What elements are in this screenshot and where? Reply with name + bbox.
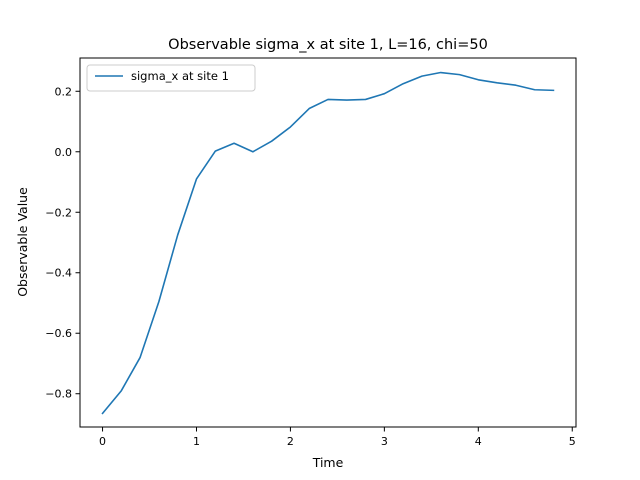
y-tick-label-3: −0.2 [45, 206, 72, 219]
legend-label-0: sigma_x at site 1 [131, 69, 229, 83]
y-tick-label-1: −0.6 [45, 327, 72, 340]
series-line-0 [101, 71, 555, 415]
x-tick-label-2: 2 [287, 435, 294, 448]
x-tick-label-4: 4 [475, 435, 482, 448]
x-tick-label-3: 3 [381, 435, 388, 448]
x-tick-label-0: 0 [99, 435, 106, 448]
y-axis-label: Observable Value [15, 187, 30, 297]
x-axis-label: Time [312, 455, 344, 470]
chart-title: Observable sigma_x at site 1, L=16, chi=… [168, 37, 488, 53]
x-tick-label-5: 5 [569, 435, 576, 448]
legend-box [86, 64, 256, 92]
plot-frame [79, 57, 577, 428]
y-tick-label-2: −0.4 [45, 267, 72, 280]
legend: sigma_x at site 1 [86, 64, 256, 92]
plot-area: 0 1 2 3 4 5 −0.8 −0.6 −0.4 −0.2 0.0 0.2 sigma_x at s… [45, 57, 577, 448]
x-tick-label-1: 1 [193, 435, 200, 448]
y-tick-label-0: −0.8 [45, 388, 72, 401]
y-tick-label-5: 0.2 [55, 85, 73, 98]
y-tick-label-4: 0.0 [55, 146, 73, 159]
